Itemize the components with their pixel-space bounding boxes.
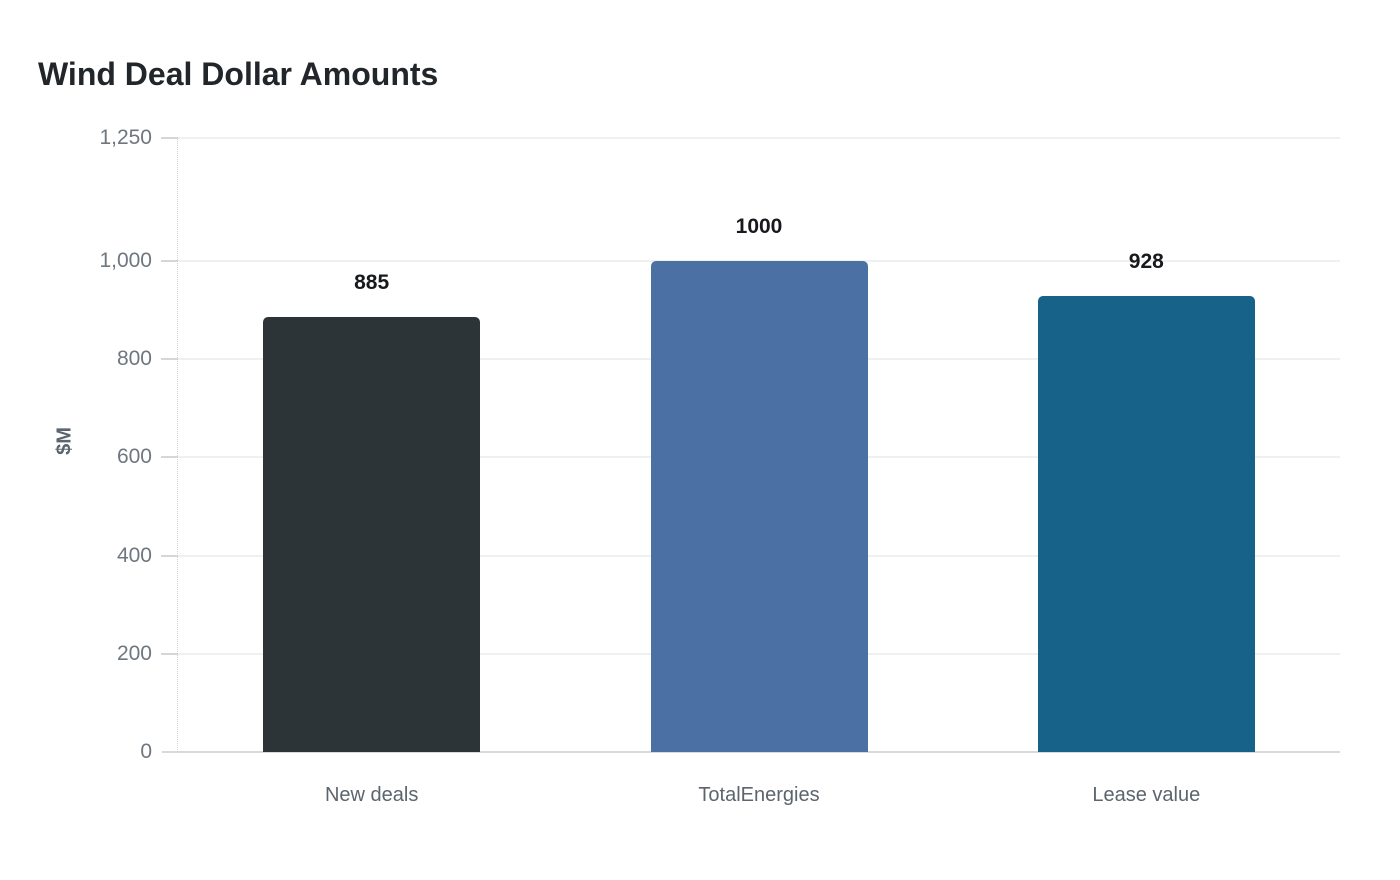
y-tick-label: 1,250 bbox=[99, 126, 152, 149]
y-tick-mark bbox=[161, 358, 178, 361]
bar-value-label: 928 bbox=[1128, 250, 1164, 274]
y-tick-label: 200 bbox=[116, 641, 152, 665]
y-axis-line bbox=[177, 138, 178, 752]
bar-new-deals bbox=[263, 317, 481, 752]
y-tick-label: 0 bbox=[140, 740, 152, 763]
y-tick-mark bbox=[161, 137, 178, 139]
x-tick-label: Lease value bbox=[1092, 784, 1201, 806]
y-tick-label: 800 bbox=[116, 347, 152, 371]
y-tick-mark bbox=[161, 554, 178, 557]
y-tick-label: 1,000 bbox=[99, 248, 152, 272]
gridline bbox=[178, 137, 1340, 139]
x-tick-label: New deals bbox=[324, 784, 419, 806]
bar-totalenergies bbox=[650, 260, 868, 752]
y-tick-mark bbox=[161, 652, 178, 655]
x-axis-baseline bbox=[162, 751, 1340, 753]
bar-lease-value bbox=[1037, 296, 1255, 752]
x-tick-label: TotalEnergies bbox=[698, 784, 820, 806]
bar-value-label: 1000 bbox=[735, 214, 783, 238]
y-tick-mark bbox=[161, 456, 178, 459]
y-tick-mark bbox=[161, 259, 178, 262]
chart-title: Wind Deal Dollar Amounts bbox=[38, 56, 439, 92]
bar-value-label: 885 bbox=[354, 271, 390, 295]
y-tick-label: 600 bbox=[116, 445, 152, 469]
y-tick-label: 400 bbox=[116, 543, 152, 567]
